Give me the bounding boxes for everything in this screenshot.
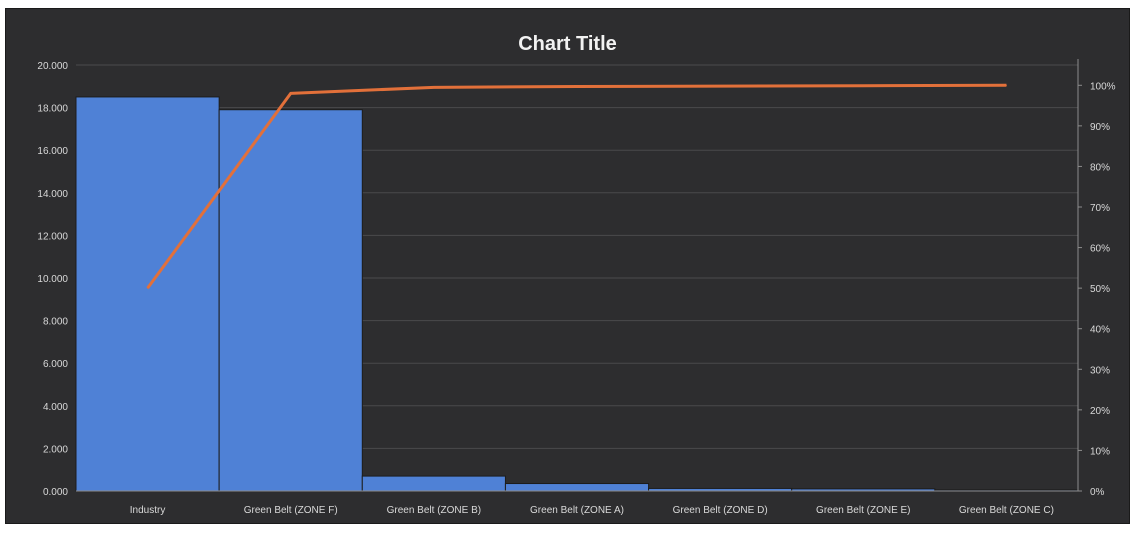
- y2-tick-label: 100%: [1090, 81, 1116, 92]
- x-tick-label: Green Belt (ZONE A): [530, 505, 624, 516]
- chart-title: Chart Title: [518, 33, 617, 55]
- bar: [361, 475, 506, 492]
- y2-tick-label: 0%: [1090, 487, 1105, 498]
- y-tick-label: 2.000: [43, 444, 68, 455]
- line-point: [576, 86, 578, 88]
- y2-tick-label: 90%: [1090, 122, 1110, 133]
- y2-tick-label: 40%: [1090, 325, 1110, 336]
- line-point: [719, 85, 721, 87]
- x-tick-label: Green Belt (ZONE E): [816, 505, 910, 516]
- y-tick-label: 0.000: [43, 487, 68, 498]
- y-axis-right: 0% 10% 20% 30% 40% 50% 60% 70% 80% 90% 100%: [1077, 59, 1116, 498]
- y-axis-left: 0.000 2.000 4.000 6.000 8.000 10.000 12.000 14.…: [37, 61, 68, 498]
- y-tick-label: 12.000: [37, 231, 68, 242]
- x-tick-label: Green Belt (ZONE F): [244, 505, 338, 516]
- y2-tick-label: 50%: [1090, 284, 1110, 295]
- y2-tick-label: 10%: [1090, 446, 1110, 457]
- y-tick-label: 14.000: [37, 189, 68, 200]
- x-tick-label: Green Belt (ZONE D): [673, 505, 768, 516]
- x-tick-label: Green Belt (ZONE B): [387, 505, 481, 516]
- plot-area: 0.000 2.000 4.000 6.000 8.000 10.000 12.000 14.…: [37, 59, 1116, 516]
- y2-tick-label: 60%: [1090, 244, 1110, 255]
- x-tick-label: Green Belt (ZONE C): [959, 505, 1054, 516]
- line-point: [433, 86, 435, 88]
- y-tick-label: 4.000: [43, 402, 68, 413]
- x-tick-label: Industry: [130, 505, 166, 516]
- x-axis: Industry Green Belt (ZONE F) Green Belt (Z…: [76, 490, 1078, 516]
- bar-series: [75, 96, 1079, 492]
- y-tick-label: 16.000: [37, 146, 68, 157]
- y-tick-label: 18.000: [37, 104, 68, 115]
- y2-tick-label: 20%: [1090, 406, 1110, 417]
- bar: [75, 96, 220, 492]
- line-point: [147, 287, 149, 289]
- y-tick-label: 6.000: [43, 359, 68, 370]
- line-point: [1005, 84, 1007, 86]
- bar: [504, 483, 650, 492]
- y-tick-label: 8.000: [43, 317, 68, 328]
- line-series: [146, 83, 1007, 290]
- bar: [218, 109, 363, 492]
- line-point: [862, 85, 864, 87]
- line-point: [290, 92, 292, 94]
- y-tick-label: 10.000: [37, 274, 68, 285]
- y2-tick-label: 80%: [1090, 162, 1110, 173]
- y2-tick-label: 70%: [1090, 203, 1110, 214]
- chart-area: Chart Title 0.000 2.000 4.000 6.000 8.000 10.…: [5, 8, 1130, 524]
- y2-tick-label: 30%: [1090, 365, 1110, 376]
- y-tick-label: 20.000: [37, 61, 68, 72]
